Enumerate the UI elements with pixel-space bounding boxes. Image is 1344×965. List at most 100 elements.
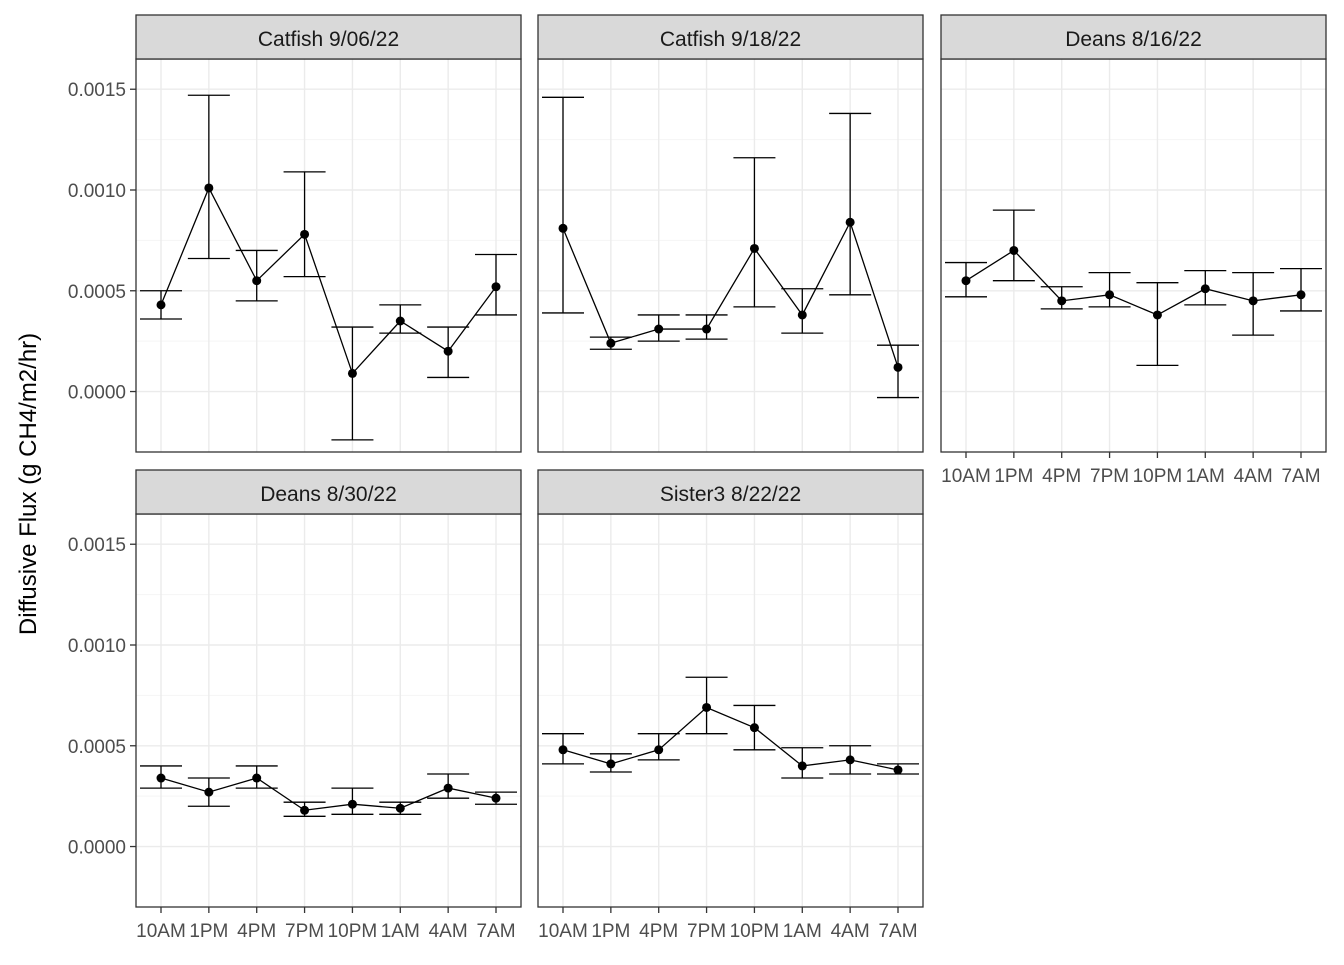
panel-2: Catfish 9/18/22 [537,14,924,453]
strip-background [537,469,924,515]
data-point [491,282,501,292]
x-tick-label: 10PM [328,921,378,942]
panel-4: Deans 8/30/22 0.0000 0.0005 0.0010 0.0015 10A… [68,469,522,942]
panel-title: Deans 8/30/22 [260,483,397,506]
x-tick-label: 7PM [285,921,324,942]
panel-background [136,514,521,907]
data-point [1152,310,1162,320]
panel-title: Catfish 9/06/22 [258,28,399,51]
data-point [347,799,357,809]
panel-3: Deans 8/16/22 10AM 1PM 4PM 7PM 10PM 1AM 4AM 7AM [940,14,1327,487]
x-tick-label: 4PM [1042,466,1081,487]
data-point [491,793,501,803]
data-point [558,223,568,233]
x-tick-label: 4PM [639,921,678,942]
data-point [845,755,855,765]
x-tick-label: 7PM [687,921,726,942]
data-point [606,338,616,348]
data-point [1009,245,1019,255]
panel-background [538,59,923,452]
data-point [961,276,971,286]
panel-background [136,59,521,452]
series-line [160,186,497,375]
data-point [893,362,903,372]
data-point [443,346,453,356]
y-tick-label: 0.0015 [68,535,126,556]
strip-background [940,14,1327,60]
data-point [156,773,166,783]
data-point [204,183,214,193]
data-point [1200,284,1210,294]
y-tick-label: 0.0000 [68,383,126,404]
panel-title: Sister3 8/22/22 [660,483,801,506]
data-point [252,276,262,286]
data-point [1057,296,1067,306]
data-point [204,787,214,797]
x-tick-label: 4AM [1234,466,1273,487]
data-point [1105,290,1115,300]
panel-1: Catfish 9/06/22 0.0000 0.0005 0.0010 0.0015 [68,14,522,453]
y-tick-label: 0.0000 [68,838,126,859]
x-tick-label: 7AM [1281,466,1320,487]
data-point [1296,290,1306,300]
data-point [654,745,664,755]
data-point [749,723,759,733]
x-tick-label: 10AM [136,921,186,942]
data-point [558,745,568,755]
data-point [395,803,405,813]
x-tick-label: 1PM [994,466,1033,487]
x-tick-label: 10AM [538,921,588,942]
x-tick-label: 1AM [1186,466,1225,487]
data-point [156,300,166,310]
x-tick-label: 10PM [730,921,780,942]
y-tick-label: 0.0005 [68,282,126,303]
series-line [160,777,497,811]
y-tick-label: 0.0010 [68,181,126,202]
data-point [702,702,712,712]
data-point [702,324,712,334]
x-tick-label: 10AM [941,466,991,487]
panel-background [941,59,1326,452]
panel-background [538,514,923,907]
strip-background [135,14,522,60]
x-tick-label: 10PM [1133,466,1183,487]
data-point [300,229,310,239]
x-tick-label: 7AM [878,921,917,942]
x-tick-label: 4AM [429,921,468,942]
y-tick-label: 0.0005 [68,737,126,758]
x-tick-label: 4PM [237,921,276,942]
data-point [606,759,616,769]
data-point [893,765,903,775]
data-point [347,368,357,378]
strip-background [537,14,924,60]
data-point [797,761,807,771]
data-point [654,324,664,334]
data-point [797,310,807,320]
panels-layer: Catfish 9/06/220.00000.00050.00100.0015C… [68,14,1327,942]
y-tick-label: 0.0010 [68,636,126,657]
strip-background [135,469,522,515]
panel-title: Catfish 9/18/22 [660,28,801,51]
series-line [965,249,1302,316]
x-tick-label: 4AM [831,921,870,942]
data-point [300,805,310,815]
x-tick-label: 1PM [189,921,228,942]
x-tick-label: 1AM [381,921,420,942]
data-point [395,316,405,326]
data-point [749,243,759,253]
x-tick-label: 1PM [591,921,630,942]
x-tick-label: 1AM [783,921,822,942]
series-line [562,706,899,771]
data-point [1248,296,1258,306]
y-tick-label: 0.0015 [68,80,126,101]
y-axis-title: Diffusive Flux (g CH4/m2/hr) [15,333,42,635]
data-point [845,217,855,227]
panel-5: Sister3 8/22/22 10AM 1PM 4PM 7PM 10PM 1AM 4AM 7A… [537,469,924,942]
data-point [443,783,453,793]
series-line [562,220,899,368]
x-tick-label: 7AM [476,921,515,942]
x-tick-label: 7PM [1090,466,1129,487]
data-point [252,773,262,783]
